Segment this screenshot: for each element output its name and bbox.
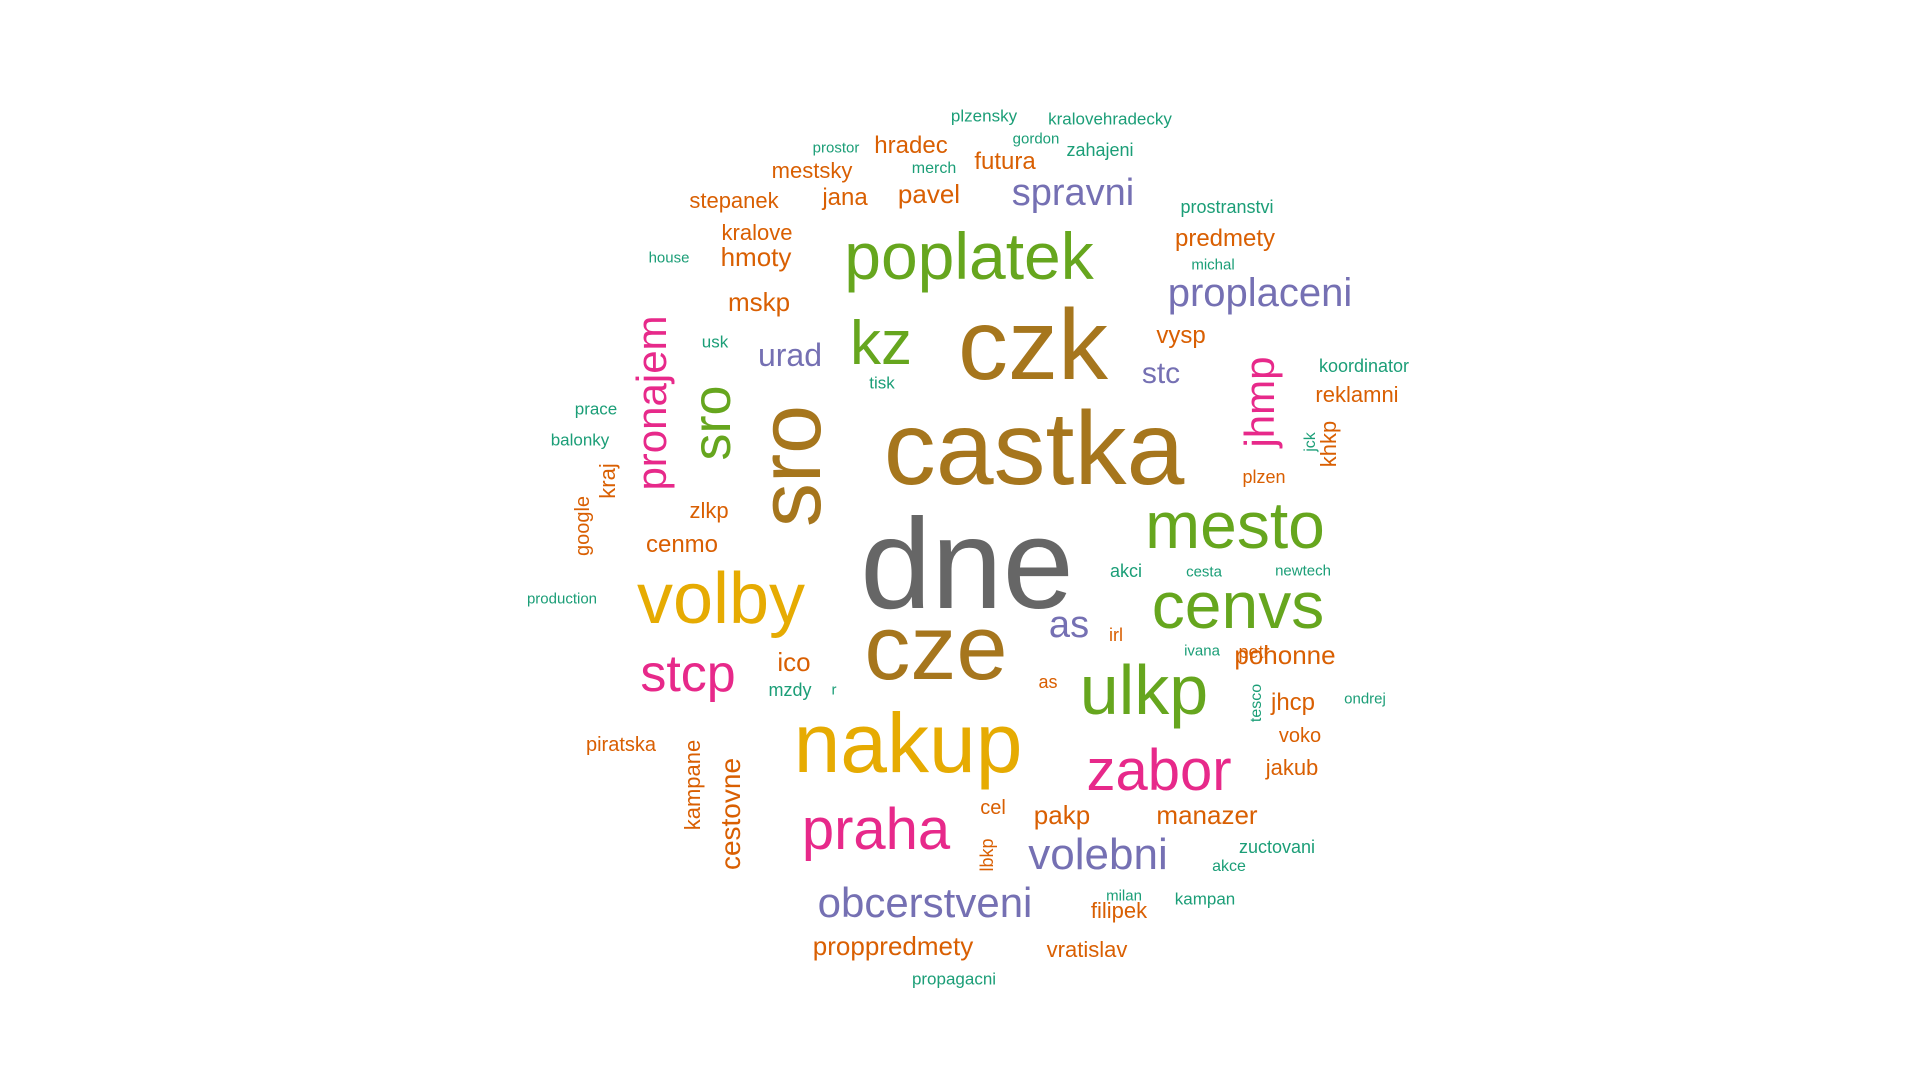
cloud-word: volby [636, 559, 806, 639]
cloud-word: stcp [640, 645, 736, 703]
cloud-word: hradec [874, 132, 948, 159]
cloud-word: milan [1106, 887, 1142, 905]
cloud-word: mestsky [771, 158, 853, 183]
cloud-word: as [1048, 604, 1090, 646]
cloud-word: proppredmety [812, 931, 974, 961]
cloud-word: poplatek [844, 219, 1094, 293]
cloud-word: pavel [897, 179, 961, 209]
cloud-word: mzdy [768, 680, 812, 700]
cloud-word: nakup [793, 696, 1023, 790]
cloud-word: manazer [1156, 800, 1258, 830]
cloud-word: urad [757, 337, 823, 373]
cloud-word: jhcp [1270, 689, 1316, 716]
cloud-word: kraj [595, 463, 620, 499]
cloud-word: czk [958, 289, 1108, 401]
cloud-word: plzensky [950, 106, 1018, 126]
cloud-word: ico [777, 647, 811, 677]
cloud-word: spravni [1011, 172, 1135, 214]
cloud-word: as [1038, 672, 1058, 692]
cloud-word: stepanek [689, 188, 779, 213]
cloud-word: prostor [812, 139, 860, 157]
cloud-word: production [526, 590, 598, 608]
cloud-word: dne [860, 493, 1074, 636]
cloud-word: newtech [1275, 562, 1331, 580]
cloud-word: proplaceni [1167, 271, 1353, 315]
cloud-word: lbkp [977, 838, 997, 872]
cloud-word: reklamni [1315, 382, 1399, 407]
cloud-word: mskp [727, 287, 791, 317]
cloud-word: petr [1238, 642, 1270, 662]
cloud-word: voko [1278, 725, 1322, 747]
cloud-word: r [831, 681, 837, 699]
cloud-word: tesco [1248, 683, 1265, 723]
cloud-word: hmoty [720, 242, 792, 272]
cloud-word: predmety [1174, 225, 1276, 252]
cloud-word: sro [740, 404, 839, 528]
cloud-word: merch [911, 160, 957, 177]
cloud-word: ondrej [1344, 690, 1386, 708]
cloud-word: castka [883, 391, 1185, 507]
cloud-word: filipek [1090, 898, 1148, 923]
cloud-word: koordinator [1318, 356, 1410, 376]
cloud-word: cel [980, 797, 1006, 819]
cloud-word: khkp [1316, 420, 1341, 468]
cloud-word: praha [801, 797, 951, 862]
cloud-word: house [648, 249, 690, 267]
cloud-word: sro [682, 385, 742, 461]
cloud-word: zabor [1086, 738, 1232, 803]
cloud-word: cze [864, 597, 1008, 699]
cloud-word: stc [1141, 357, 1181, 390]
cloud-word: michal [1191, 256, 1235, 274]
cloud-word: piratska [585, 734, 657, 756]
cloud-word: futura [974, 148, 1036, 175]
cloud-word: jana [822, 184, 868, 211]
cloud-word: cenmo [645, 531, 719, 558]
cloud-word: akce [1212, 858, 1246, 875]
cloud-word: gordon [1012, 130, 1060, 148]
cloud-word: google [572, 495, 594, 557]
cloud-word: jakub [1265, 755, 1319, 780]
cloud-word: pronajem [628, 315, 675, 491]
cloud-word: mesto [1145, 488, 1325, 562]
cloud-word: cenvs [1151, 568, 1325, 642]
cloud-word: tisk [869, 373, 895, 393]
cloud-word: irl [1109, 625, 1123, 645]
cloud-word: jck [1302, 432, 1319, 452]
cloud-word: prostranstvi [1180, 197, 1274, 217]
cloud-word: plzen [1242, 467, 1286, 487]
cloud-word: zuctovani [1238, 837, 1316, 857]
cloud-word: zlkp [689, 498, 729, 523]
cloud-word: zahajeni [1066, 140, 1134, 160]
cloud-word: prace [574, 399, 618, 419]
cloud-word: propagacni [911, 969, 997, 989]
cloud-word: ulkp [1079, 651, 1209, 729]
cloud-word: kampane [680, 739, 705, 831]
cloud-word: ivana [1184, 642, 1220, 660]
cloud-word: kampan [1174, 889, 1236, 909]
cloud-word: pakp [1033, 800, 1091, 830]
cloud-word: pohonne [1234, 640, 1336, 670]
cloud-word: kralovehradecky [1048, 109, 1172, 129]
cloud-word: balonky [550, 430, 610, 450]
cloud-word: volebni [1028, 830, 1168, 879]
cloud-word: akci [1109, 561, 1143, 581]
cloud-word: usk [701, 332, 729, 352]
cloud-word: vysp [1156, 322, 1206, 349]
cloud-word: cestovne [715, 757, 746, 871]
cloud-word: vratislav [1046, 937, 1128, 962]
cloud-word: kralove [721, 220, 793, 245]
cloud-word: obcerstveni [817, 879, 1033, 926]
cloud-word: jhmp [1236, 356, 1283, 448]
cloud-word: kz [850, 309, 912, 378]
cloud-word: cesta [1186, 563, 1222, 581]
